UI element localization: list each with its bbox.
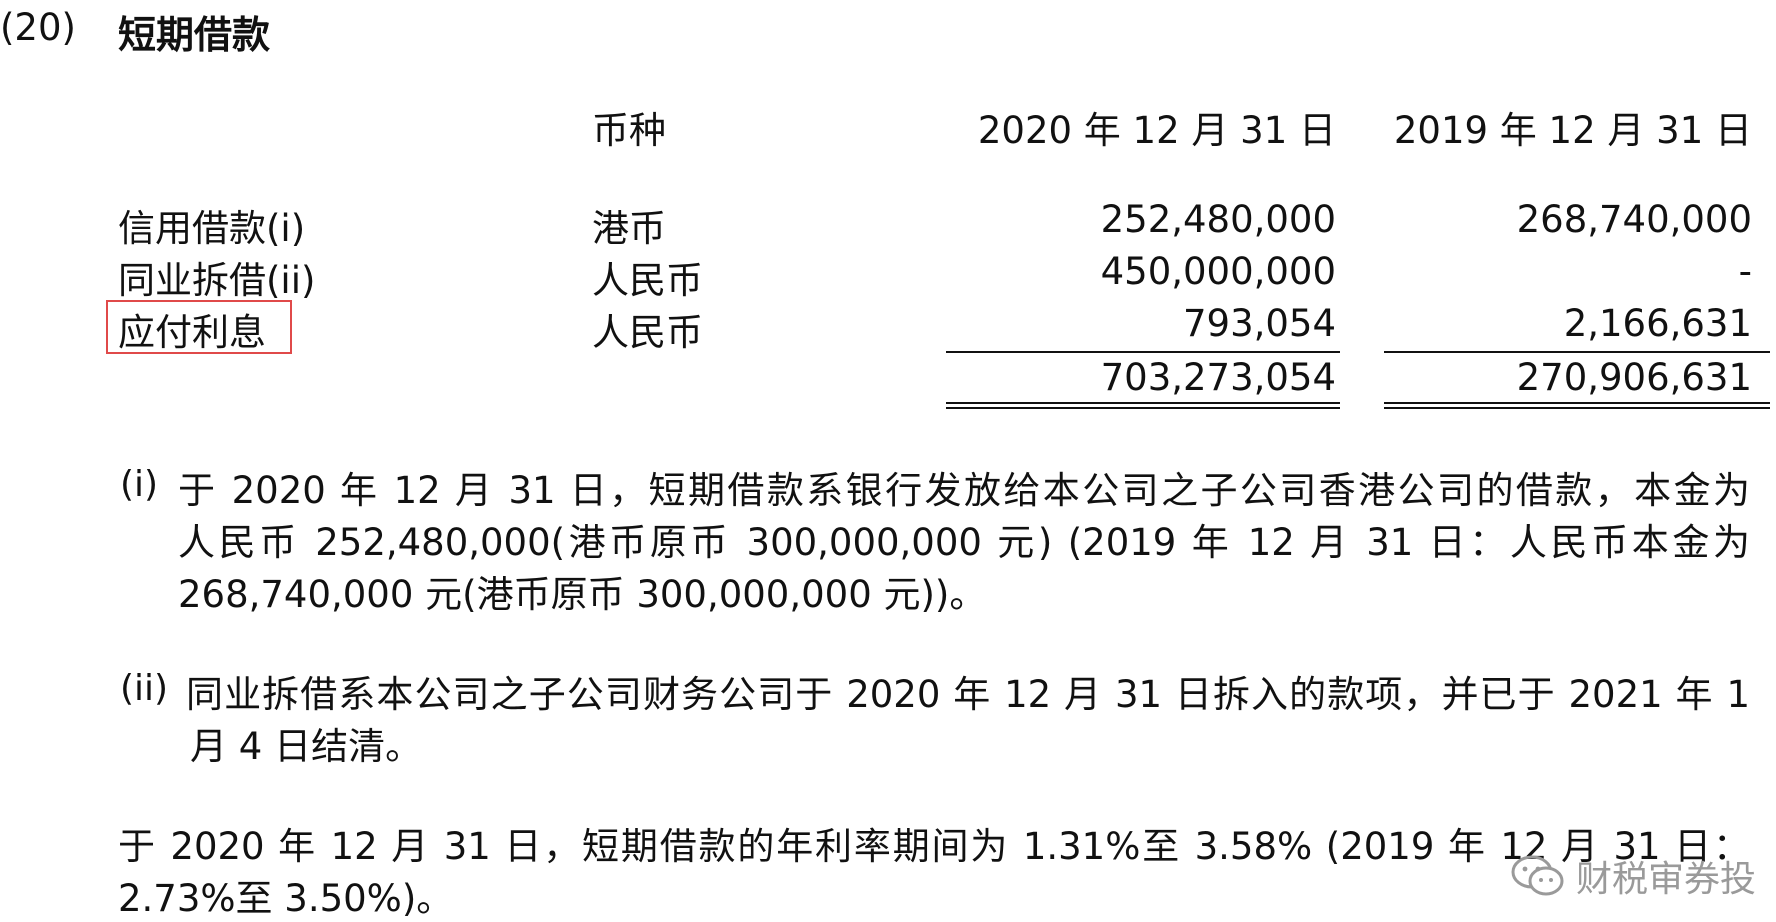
total-double-rule-2020-top xyxy=(946,402,1340,404)
row-currency-interbank: 人民币 xyxy=(592,259,703,302)
note-ii-mark: (ii) xyxy=(120,668,169,709)
note-i-line-2: 人民币 252,480,000(港币原币 300,000,000 元) (201… xyxy=(178,521,1750,564)
section-number: (20) xyxy=(0,6,76,49)
note-i-line-3: 268,740,000 元(港币原币 300,000,000 元))。 xyxy=(178,573,987,616)
header-currency: 币种 xyxy=(592,109,666,152)
watermark-text: 财税审券投 xyxy=(1575,859,1756,900)
section-title: 短期借款 xyxy=(118,13,271,57)
note-i-line-1: 于 2020 年 12 月 31 日，短期借款系银行发放给本公司之子公司香港公司… xyxy=(178,469,1750,512)
rate-line-1: 于 2020 年 12 月 31 日，短期借款的年利率期间为 1.31%至 3.… xyxy=(118,825,1750,868)
row-label-interbank: 同业拆借(ii) xyxy=(118,259,316,302)
row-value-2019-interest-payable: 2,166,631 xyxy=(1563,302,1752,345)
total-double-rule-2019-top xyxy=(1384,402,1770,404)
note-ii-line-1: 同业拆借系本公司之子公司财务公司于 2020 年 12 月 31 日拆入的款项，… xyxy=(186,673,1750,716)
rate-line-2: 2.73%至 3.50%)。 xyxy=(118,877,454,920)
row-label-credit-loan: 信用借款(i) xyxy=(118,207,306,250)
row-value-2019-interbank: - xyxy=(1738,250,1752,293)
total-value-2019: 270,906,631 xyxy=(1516,356,1752,399)
watermark: 财税审券投 xyxy=(1510,850,1756,902)
row-value-2020-interbank: 450,000,000 xyxy=(1100,250,1336,293)
row-currency-credit-loan: 港币 xyxy=(592,207,666,250)
row-currency-interest-payable: 人民币 xyxy=(592,311,703,354)
note-i-mark: (i) xyxy=(120,464,159,505)
note-ii-line-2: 月 4 日结清。 xyxy=(190,725,423,768)
total-value-2020: 703,273,054 xyxy=(1100,356,1336,399)
total-double-rule-2019-bottom xyxy=(1384,407,1770,409)
row-value-2019-credit-loan: 268,740,000 xyxy=(1516,198,1752,241)
highlight-box xyxy=(106,300,292,354)
subtotal-rule-2020 xyxy=(946,351,1340,353)
header-2020: 2020 年 12 月 31 日 xyxy=(977,109,1336,152)
total-double-rule-2020-bottom xyxy=(946,407,1340,409)
subtotal-rule-2019 xyxy=(1384,351,1770,353)
row-value-2020-interest-payable: 793,054 xyxy=(1182,302,1336,345)
header-2019: 2019 年 12 月 31 日 xyxy=(1393,109,1752,152)
row-label-interest-payable: 应付利息 xyxy=(118,311,266,354)
row-value-2020-credit-loan: 252,480,000 xyxy=(1100,198,1336,241)
wechat-icon xyxy=(1511,855,1564,896)
